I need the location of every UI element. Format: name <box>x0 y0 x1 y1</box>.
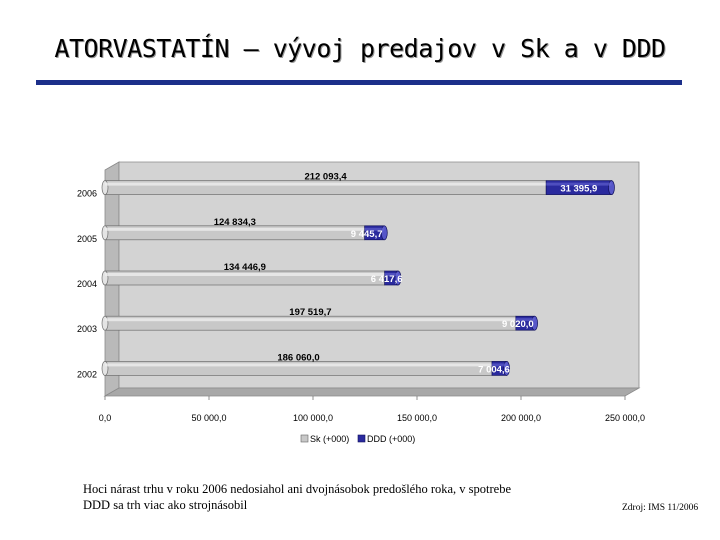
data-label-ddd: 31 395,9 <box>560 184 597 195</box>
legend-label-sk: Sk (+000) <box>310 434 349 444</box>
x-tick-label: 0,0 <box>99 413 112 423</box>
data-label-sk: 124 834,3 <box>214 217 256 228</box>
floor <box>103 387 641 397</box>
bar-sk-highlight <box>105 182 547 186</box>
legend-label-ddd: DDD (+000) <box>367 434 415 444</box>
category-label: 2003 <box>77 324 97 334</box>
bar-chart: 0,0 50 000,0 100 000,0 150 000,0 200 000,0 25… <box>77 161 645 444</box>
x-tick-label: 250 000,0 <box>605 413 645 423</box>
x-tick-label: 100 000,0 <box>293 413 333 423</box>
category-label: 2005 <box>77 234 97 244</box>
legend-swatch-sk <box>300 434 309 443</box>
data-label-ddd: 9 445,7 <box>351 229 383 240</box>
bar-ddd-highlight <box>384 273 398 276</box>
bar-ddd-highlight <box>546 182 612 186</box>
category-label: 2002 <box>77 369 97 379</box>
data-label-ddd: 6 417,6 <box>371 274 403 285</box>
bar-ddd-highlight <box>492 363 507 367</box>
data-label-ddd: 7 004,6 <box>478 364 510 375</box>
footnote-text: Hoci nárast trhu v roku 2006 nedosiahol … <box>83 482 512 512</box>
x-tick-label: 50 000,0 <box>191 413 226 423</box>
source-text: Zdroj: IMS 11/2006 <box>622 503 699 513</box>
bar-sk-highlight <box>105 318 516 322</box>
data-label-sk: 186 060,0 <box>277 352 319 363</box>
title-underline <box>36 80 682 85</box>
bar-ddd-highlight <box>364 227 385 231</box>
bar-sk-highlight <box>105 273 385 276</box>
x-tick-label: 200 000,0 <box>501 413 541 423</box>
category-label: 2004 <box>77 279 97 289</box>
bar-sk-highlight <box>105 363 493 367</box>
data-label-sk: 197 519,7 <box>289 307 331 318</box>
x-tick-label: 150 000,0 <box>397 413 437 423</box>
legend-swatch-ddd <box>357 434 366 443</box>
data-label-sk: 134 446,9 <box>224 262 266 273</box>
bar-sk-highlight <box>105 227 365 231</box>
data-label-ddd: 9 020,0 <box>502 319 534 330</box>
category-label: 2006 <box>77 189 97 199</box>
data-label-sk: 212 093,4 <box>304 172 347 183</box>
bar-ddd-highlight <box>515 318 535 322</box>
slide-title: ATORVASTATÍN – vývoj predajov v Sk a v D… <box>54 34 666 63</box>
